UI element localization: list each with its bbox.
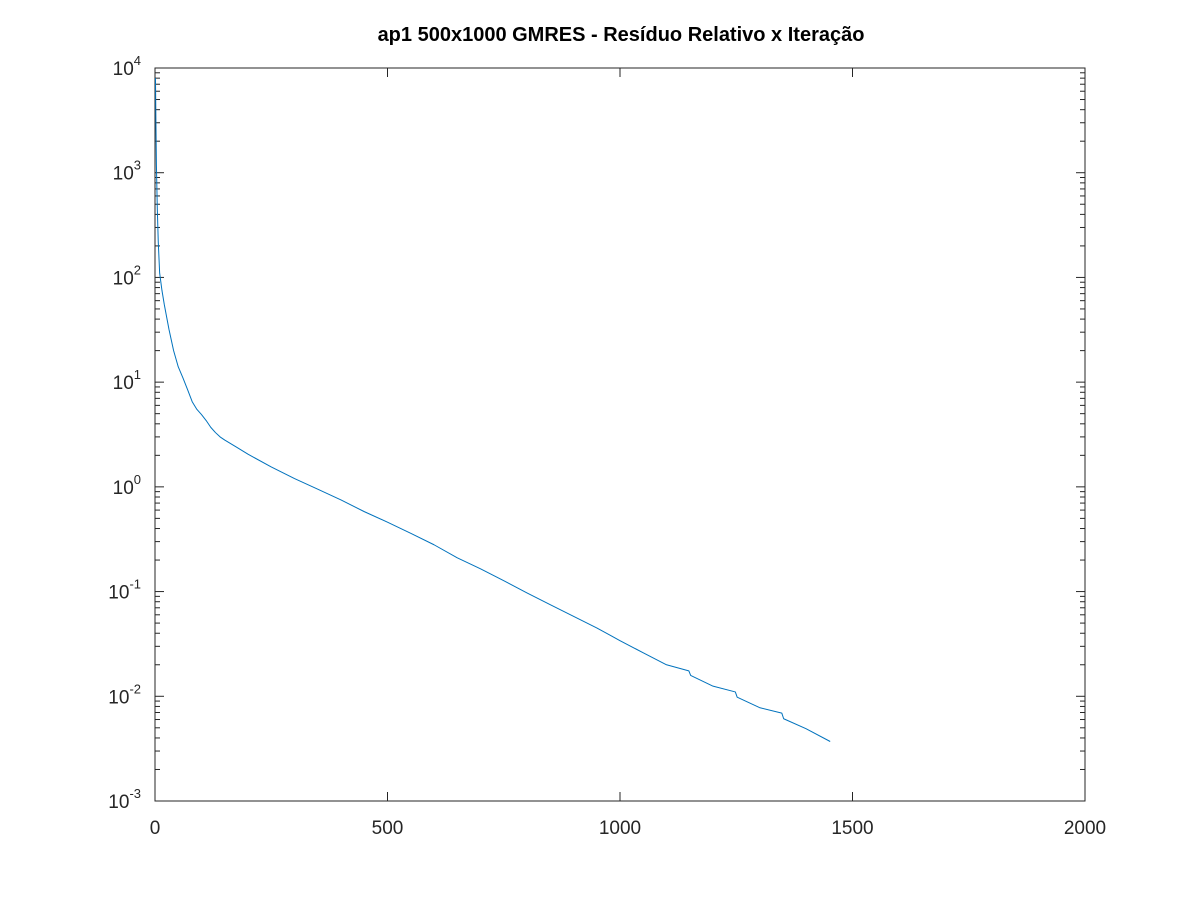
y-tick-base: 10: [113, 373, 134, 394]
x-tick-label: 0: [150, 818, 161, 839]
y-tick-base: 10: [108, 687, 129, 708]
y-tick-label: 100: [113, 472, 141, 499]
y-tick-exponent: 3: [134, 158, 141, 173]
y-tick-exponent: 4: [134, 53, 141, 68]
y-tick-exponent: 0: [134, 472, 141, 487]
y-tick-base: 10: [113, 478, 134, 499]
x-tick-label: 1000: [599, 818, 641, 839]
y-tick-exponent: -3: [129, 786, 141, 801]
y-tick-exponent: 1: [134, 367, 141, 382]
y-tick-base: 10: [113, 268, 134, 289]
chart-title: ap1 500x1000 GMRES - Resíduo Relativo x …: [378, 24, 865, 46]
y-tick-label: 10-1: [108, 577, 141, 604]
plot-area: [154, 67, 1086, 802]
y-tick-base: 10: [108, 792, 129, 813]
x-axis: 0 500 1000 1500 2000: [150, 68, 1106, 839]
y-tick-label: 101: [113, 367, 141, 394]
y-tick-base: 10: [108, 583, 129, 604]
y-tick-exponent: -1: [129, 577, 141, 592]
x-tick-label: 1500: [831, 818, 873, 839]
series-line-0: [154, 78, 831, 742]
x-tick-label: 2000: [1064, 818, 1106, 839]
series-layer: [154, 78, 831, 742]
y-tick-label: 103: [113, 158, 141, 185]
y-tick-label: 104: [113, 53, 141, 80]
y-tick-exponent: 2: [134, 262, 141, 277]
y-tick-base: 10: [113, 59, 134, 80]
x-tick-label: 500: [372, 818, 404, 839]
y-tick-base: 10: [113, 164, 134, 185]
y-tick-exponent: -2: [129, 681, 141, 696]
y-tick-label: 10-2: [108, 681, 141, 708]
y-tick-label: 102: [113, 262, 141, 289]
y-tick-label: 10-3: [108, 786, 141, 813]
